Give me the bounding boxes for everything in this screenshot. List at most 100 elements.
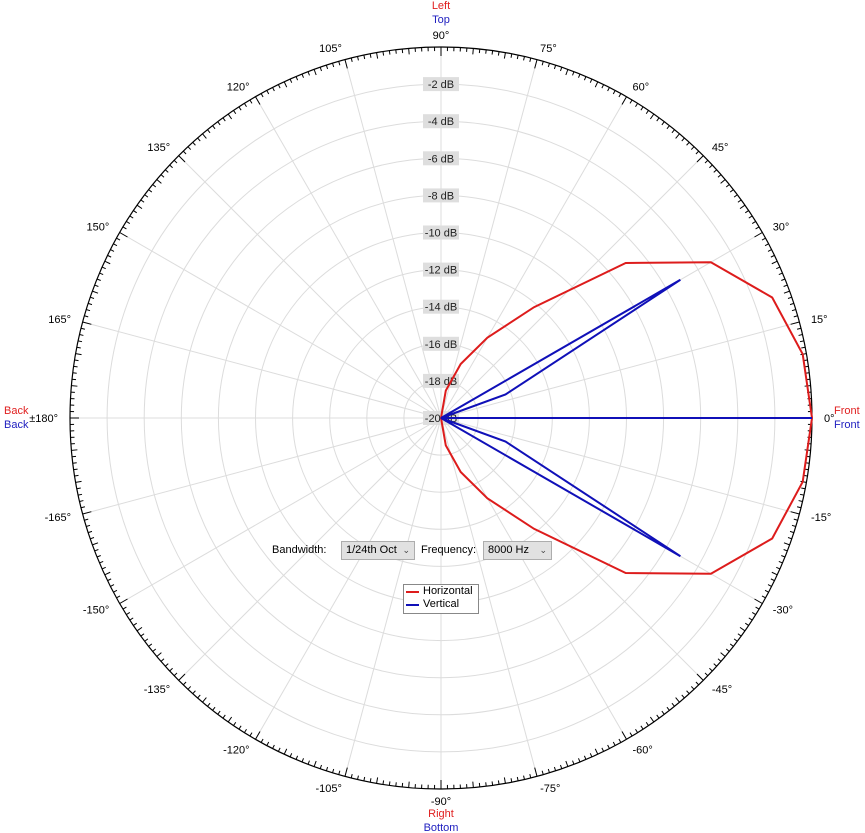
- angle-tick: [249, 99, 253, 104]
- angle-tick: [90, 537, 95, 540]
- angle-tick: [583, 755, 587, 760]
- angle-tick: [589, 753, 593, 758]
- angle-tick: [713, 663, 718, 667]
- ring-label-bg: [423, 262, 459, 277]
- angle-tick: [770, 578, 775, 582]
- legend-swatch: [406, 590, 419, 593]
- angle-tick: [90, 296, 95, 299]
- grid-spoke: [178, 417, 442, 681]
- angle-tick: [690, 146, 695, 150]
- ring-label: -6 dB: [428, 153, 454, 165]
- angle-tick: [798, 500, 803, 502]
- angle-tick: [76, 487, 81, 490]
- ring-label-bg: [423, 299, 459, 314]
- angle-tick: [129, 617, 134, 621]
- angle-tick: [547, 63, 550, 68]
- angle-tick: [88, 302, 93, 306]
- angle-tick: [572, 71, 575, 76]
- angle-tick: [182, 150, 187, 155]
- angle-tick: [771, 571, 778, 576]
- angle-tick: [553, 766, 557, 771]
- angle-tick: [729, 189, 734, 193]
- angle-tick: [319, 764, 322, 769]
- angle-tick: [338, 770, 341, 775]
- angle-tick: [560, 764, 563, 769]
- angle-tick: [78, 493, 83, 496]
- angle-tick: [338, 61, 341, 66]
- grid-spoke: [178, 155, 442, 419]
- grid-spoke: [440, 417, 627, 740]
- angle-tick: [99, 272, 104, 276]
- angle-label: -120°: [223, 745, 249, 757]
- angle-tick: [690, 686, 695, 690]
- angle-label: 45°: [712, 142, 729, 154]
- angle-tick: [516, 55, 519, 60]
- series-line-vertical: [440, 278, 812, 558]
- direction-label-bottom: Bottom: [424, 822, 459, 833]
- angle-label: 75°: [540, 43, 557, 55]
- angle-tick: [748, 617, 753, 621]
- angle-tick: [160, 658, 165, 662]
- angle-label: -15°: [811, 512, 831, 524]
- frequency-label: Frequency:: [421, 544, 477, 556]
- angle-tick: [778, 560, 783, 564]
- angle-tick: [661, 710, 665, 715]
- angle-tick: [75, 480, 82, 483]
- angle-tick: [572, 760, 575, 765]
- angle-tick: [783, 542, 790, 546]
- angle-tick: [776, 266, 781, 270]
- angle-tick: [144, 638, 149, 642]
- angle-tick: [79, 500, 84, 502]
- angle-tick: [629, 732, 633, 737]
- angle-tick: [709, 164, 713, 169]
- angle-tick: [725, 648, 730, 652]
- direction-label-top: Top: [432, 14, 450, 26]
- angle-tick: [717, 658, 722, 662]
- angle-tick: [771, 260, 778, 265]
- grid-spoke: [440, 321, 800, 419]
- angle-tick: [363, 55, 366, 60]
- angle-tick: [164, 663, 169, 667]
- angle-tick: [601, 747, 605, 752]
- ring-label: -4 dB: [428, 116, 454, 128]
- grid-spoke: [440, 155, 704, 419]
- angle-label: -165°: [45, 512, 71, 524]
- angle-tick: [344, 767, 348, 777]
- angle-tick: [122, 606, 127, 610]
- angle-tick: [295, 76, 299, 81]
- angle-tick: [178, 155, 186, 163]
- angle-tick: [645, 110, 649, 115]
- angle-tick: [84, 315, 89, 318]
- angle-tick: [681, 694, 685, 699]
- angle-label: -105°: [315, 783, 341, 795]
- bandwidth-select[interactable]: 1/24th Oct ⌄: [341, 541, 415, 560]
- angle-tick: [607, 744, 610, 749]
- angle-tick: [790, 511, 800, 515]
- angle-tick: [681, 137, 685, 142]
- grid-spoke: [119, 232, 442, 419]
- angle-tick: [289, 78, 293, 83]
- angle-tick: [709, 667, 713, 672]
- angle-tick: [783, 549, 788, 552]
- angle-tick: [767, 249, 772, 252]
- angle-tick: [187, 146, 192, 150]
- angle-tick: [369, 53, 372, 58]
- angle-tick: [152, 648, 157, 652]
- angle-tick: [767, 584, 772, 587]
- angle-tick: [534, 767, 538, 777]
- angle-tick: [744, 210, 749, 214]
- legend-label: Horizontal: [423, 585, 473, 597]
- angle-tick: [376, 777, 379, 784]
- grid-spoke: [344, 417, 442, 777]
- angle-tick: [363, 776, 366, 781]
- angle-tick: [75, 353, 82, 356]
- angle-tick: [748, 215, 753, 219]
- grid-spoke: [82, 321, 442, 419]
- angle-tick: [796, 327, 802, 330]
- angle-tick: [645, 721, 649, 726]
- angle-tick: [182, 681, 187, 686]
- angle-tick: [791, 524, 796, 527]
- angle-tick: [612, 741, 616, 746]
- frequency-select[interactable]: 8000 Hz ⌄: [483, 541, 552, 560]
